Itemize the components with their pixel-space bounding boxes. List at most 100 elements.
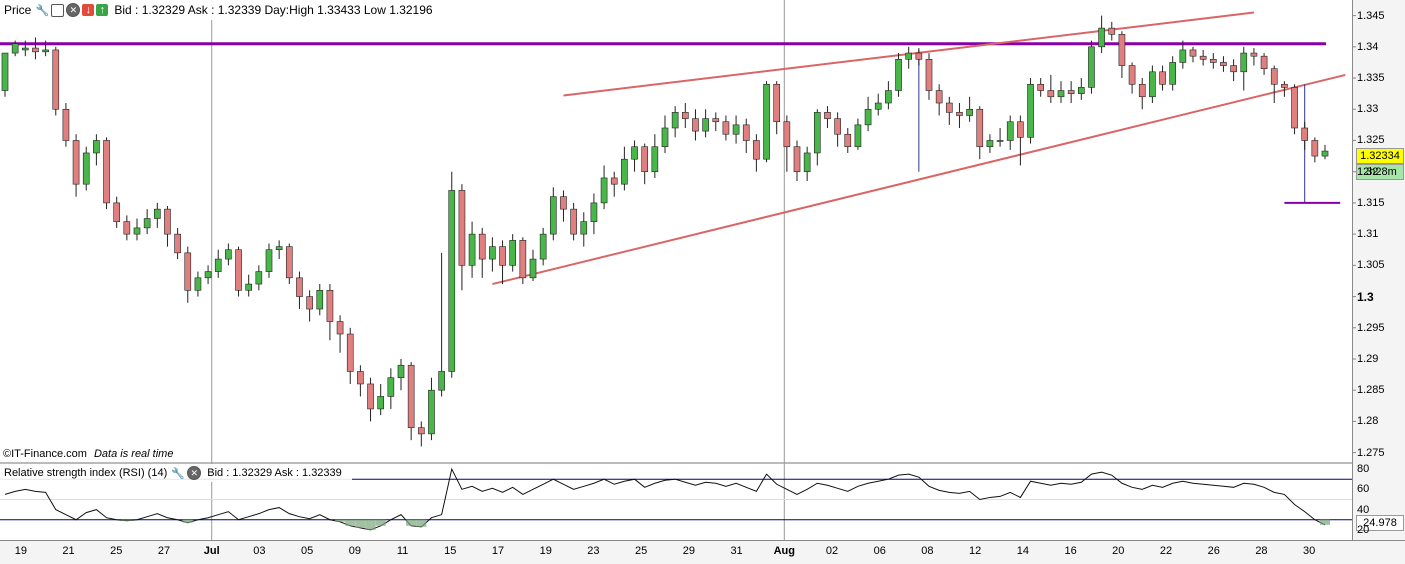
candle-body [874, 102, 882, 110]
candle-body [681, 112, 689, 119]
rsi-value-badge: 24.978 [1356, 515, 1404, 531]
y-tick-label: 1.345 [1357, 9, 1385, 22]
y-tick-label: 1.32 [1357, 165, 1379, 178]
candle-body [1270, 68, 1278, 85]
candle-body [1128, 65, 1136, 85]
candle-body [986, 140, 994, 148]
x-tick-label: 21 [62, 545, 75, 557]
candle-body [925, 59, 933, 91]
x-tick-label: 17 [491, 545, 505, 557]
time-left-badge: 2h28m [1356, 164, 1404, 180]
panel-title: Price [4, 3, 32, 17]
candle-body [1199, 55, 1207, 60]
rsi-oversold-fill [416, 519, 427, 527]
candle-body [153, 208, 161, 219]
candle-body [915, 52, 923, 60]
candle-body [336, 321, 344, 335]
candle-body [661, 127, 669, 148]
credit-source: ©IT-Finance.com [3, 448, 87, 460]
x-tick-label: 06 [873, 545, 886, 557]
candle-body [11, 43, 19, 54]
y-tick-label: 1.305 [1357, 259, 1385, 272]
y-tick-label: 1.28 [1357, 415, 1379, 428]
move-up-icon[interactable]: ↑ [96, 4, 109, 16]
x-tick-label: 02 [825, 545, 839, 557]
candle-body [732, 124, 740, 135]
candle-body [783, 121, 791, 148]
rsi-wrench-icon[interactable]: 🔧 [171, 467, 186, 480]
y-tick-label: 1.3 [1357, 289, 1374, 304]
rsi-oversold-fill [365, 519, 376, 530]
x-tick-label: 26 [1207, 545, 1220, 557]
x-tick-label: 22 [1159, 545, 1173, 557]
close-icon[interactable]: ✕ [66, 3, 81, 17]
candle-body [702, 118, 709, 132]
candle-body [265, 249, 273, 272]
candle-body [742, 124, 750, 141]
x-tick-label: 16 [1064, 545, 1077, 557]
candle-body [966, 108, 973, 116]
rsi-oversold-fill [1319, 519, 1331, 525]
rsi-oversold-fill [182, 519, 193, 523]
x-tick-label: 05 [301, 545, 314, 557]
candle-body [1321, 150, 1329, 157]
rsi-oversold-fill [375, 519, 386, 526]
candle-body [895, 59, 902, 91]
candle-body [1179, 49, 1187, 63]
x-tick-label: Jul [203, 545, 220, 557]
candle-body [651, 146, 659, 172]
candle-body [692, 118, 699, 132]
rsi-oversold-fill [121, 519, 132, 521]
price-panel[interactable] [0, 0, 1352, 462]
candle-body [275, 246, 283, 251]
candle-body [1006, 121, 1014, 141]
candle-body [174, 233, 181, 254]
move-down-icon[interactable]: ↓ [82, 4, 95, 16]
y-tick-label: 1.285 [1357, 384, 1385, 397]
y-tick-label: 1.325 [1357, 134, 1385, 147]
panel-divider[interactable] [0, 462, 1352, 464]
y-tick-label: 1.315 [1357, 196, 1385, 209]
candle-body [621, 158, 628, 185]
candle-body [1301, 127, 1309, 141]
rsi-toolbar: Relative strength index (RSI) (14) 🔧 ✕ B… [0, 464, 352, 482]
date-axis [0, 540, 1405, 564]
candle-body [1067, 90, 1075, 94]
candle-body [1098, 27, 1105, 48]
candle-body [600, 177, 608, 204]
candle-body [803, 152, 811, 172]
candle-body [813, 112, 821, 154]
candle-body [773, 83, 781, 123]
candle-body [306, 296, 313, 310]
candle-body [346, 333, 354, 372]
candle-body [417, 427, 425, 435]
x-tick-label: 09 [348, 545, 361, 557]
x-tick-label: 14 [1016, 545, 1029, 557]
candle-body [793, 146, 801, 172]
rsi-line [4, 467, 1326, 531]
rsi-close-icon[interactable]: ✕ [187, 466, 202, 480]
candle-body [580, 221, 588, 235]
candle-body [225, 249, 232, 260]
wrench-icon[interactable]: 🔧 [35, 4, 50, 17]
candle-body [712, 118, 720, 123]
candle-body [438, 371, 445, 391]
candle-body [905, 52, 913, 60]
y-tick-label: 1.31 [1357, 228, 1379, 241]
candle-body [1230, 65, 1237, 73]
candle-body [854, 124, 862, 148]
candle-body [529, 258, 537, 279]
candle-body [42, 49, 49, 53]
data-credit: ©IT-Finance.com Data is real time [3, 448, 173, 460]
maximize-icon[interactable] [51, 3, 65, 17]
rsi-title: Relative strength index (RSI) (14) [4, 467, 168, 479]
candle-body [489, 246, 496, 260]
candle-body [235, 249, 242, 291]
candle-body [1118, 34, 1126, 66]
candle-body [519, 240, 527, 279]
candle-body [285, 246, 293, 279]
candle-body [458, 190, 466, 266]
candle-body [407, 364, 415, 428]
candle-body [610, 177, 618, 185]
x-tick-label: 19 [539, 545, 552, 557]
